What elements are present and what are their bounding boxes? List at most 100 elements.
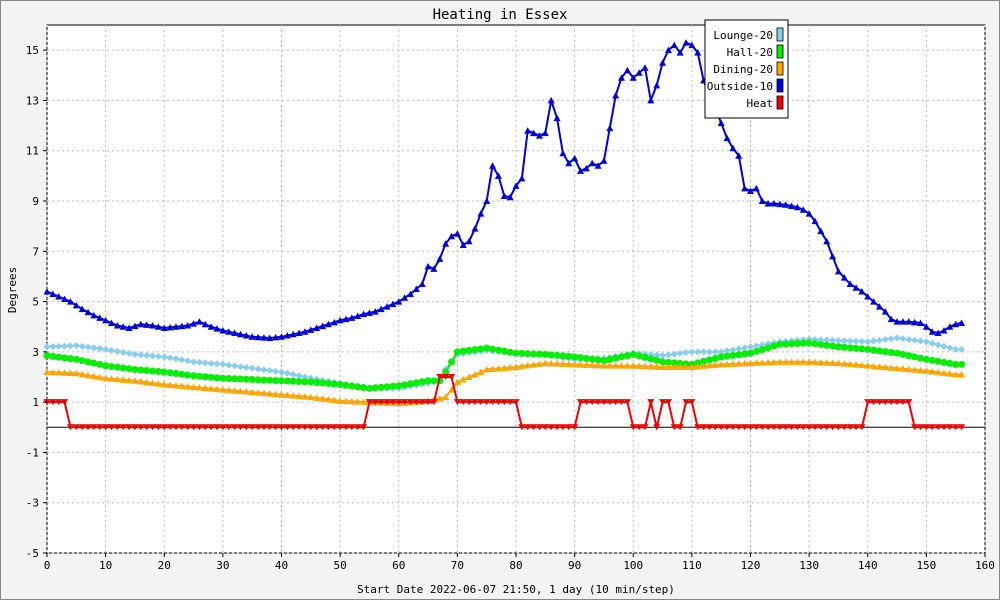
data-point-hall-20 [289,377,297,385]
plot-area [46,24,986,554]
data-point-dining-20 [911,366,919,373]
data-point-hall-20 [489,345,497,353]
data-point-hall-20 [207,373,215,381]
data-point-hall-20 [530,350,538,358]
data-point-dining-20 [582,361,590,368]
data-point-hall-20 [342,381,350,389]
data-point-outside-10 [541,129,549,137]
legend-swatch [776,78,784,93]
x-tick-label: 120 [741,559,761,572]
data-point-dining-20 [96,373,104,381]
data-point-hall-20 [512,349,520,357]
data-point-dining-20 [676,363,684,370]
data-point-dining-20 [717,360,725,368]
data-point-hall-20 [694,359,702,367]
data-point-outside-10 [442,240,450,247]
x-tick-label: 0 [44,559,51,572]
data-point-dining-20 [219,386,227,393]
data-point-hall-20 [535,350,543,358]
data-point-lounge-20 [870,337,878,345]
data-point-dining-20 [764,358,772,366]
data-point-dining-20 [834,359,842,367]
data-point-hall-20 [365,384,373,392]
data-point-hall-20 [635,352,643,360]
data-point-dining-20 [623,362,631,369]
data-point-outside-10 [360,310,368,318]
data-point-dining-20 [442,393,450,401]
data-point-heat [711,424,719,431]
y-tick-label: 11 [26,145,39,158]
data-point-hall-20 [371,384,379,392]
data-point-outside-10 [659,59,667,66]
data-point-dining-20 [195,384,203,391]
legend-box [704,19,789,119]
data-point-hall-20 [776,340,784,348]
data-point-outside-10 [735,152,743,159]
data-point-outside-10 [553,114,561,122]
data-point-outside-10 [518,174,526,182]
x-tick-label: 50 [334,559,347,572]
data-point-lounge-20 [659,352,667,360]
data-point-heat [301,424,309,431]
data-point-lounge-20 [741,344,749,352]
data-point-dining-20 [506,363,514,371]
data-point-hall-20 [406,380,414,388]
data-point-outside-10 [365,309,373,316]
data-point-hall-20 [641,353,649,361]
data-point-hall-20 [107,362,115,370]
data-point-heat [84,424,92,431]
data-point-lounge-20 [49,343,57,351]
data-point-hall-20 [442,368,450,376]
data-point-hall-20 [459,347,467,355]
data-point-hall-20 [887,348,895,356]
data-point-lounge-20 [747,343,754,351]
data-point-dining-20 [143,378,151,386]
data-point-outside-10 [160,324,168,331]
data-point-hall-20 [823,341,831,349]
data-point-dining-20 [160,381,168,388]
data-point-hall-20 [424,377,432,385]
legend-swatch [776,61,784,76]
data-point-dining-20 [905,365,913,373]
data-point-dining-20 [283,391,291,399]
data-point-outside-10 [406,290,414,298]
data-point-hall-20 [875,347,883,355]
data-point-dining-20 [817,358,825,366]
data-point-hall-20 [149,367,157,375]
data-point-outside-10 [717,119,725,127]
data-point-outside-10 [494,172,502,179]
data-point-outside-10 [688,41,696,49]
data-point-dining-20 [471,370,479,378]
data-point-hall-20 [377,383,385,391]
data-point-outside-10 [670,41,678,49]
data-point-hall-20 [940,358,948,366]
data-point-outside-10 [102,316,110,324]
data-point-outside-10 [201,320,209,328]
data-point-hall-20 [219,374,227,382]
data-point-outside-10 [788,202,796,210]
series-hall-20 [43,339,966,392]
data-point-heat [600,399,608,406]
data-point-hall-20 [829,342,837,350]
data-point-lounge-20 [852,337,860,345]
data-point-hall-20 [565,352,573,360]
data-point-dining-20 [870,362,878,370]
data-point-hall-20 [946,359,954,367]
data-point-heat [295,424,303,431]
data-point-hall-20 [336,381,344,389]
data-point-heat [524,424,532,431]
data-point-hall-20 [494,346,502,354]
data-point-dining-20 [917,366,925,374]
data-point-outside-10 [881,308,889,315]
data-point-hall-20 [412,379,420,387]
data-point-outside-10 [354,312,362,320]
data-point-lounge-20 [213,360,221,368]
data-point-heat [735,424,743,431]
data-point-dining-20 [553,360,561,367]
data-point-outside-10 [301,328,309,335]
data-point-outside-10 [864,293,872,300]
data-point-dining-20 [248,388,256,396]
data-point-hall-20 [225,375,233,383]
data-point-hall-20 [260,376,268,384]
data-point-dining-20 [565,360,573,368]
